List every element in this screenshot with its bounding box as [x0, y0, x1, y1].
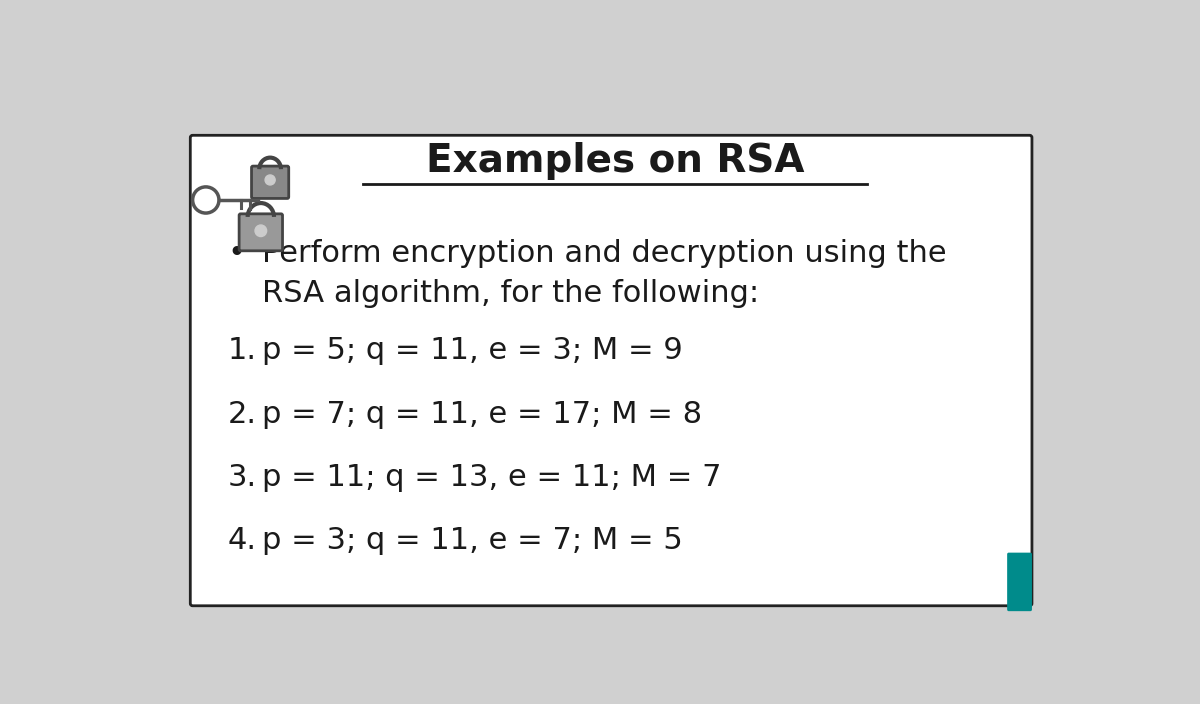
- FancyBboxPatch shape: [239, 214, 282, 251]
- Text: Examples on RSA: Examples on RSA: [426, 142, 804, 180]
- Circle shape: [265, 175, 275, 185]
- Text: 2.: 2.: [228, 400, 257, 429]
- FancyBboxPatch shape: [1007, 553, 1032, 611]
- Text: RSA algorithm, for the following:: RSA algorithm, for the following:: [263, 279, 760, 308]
- FancyBboxPatch shape: [191, 135, 1032, 605]
- Text: •: •: [228, 239, 246, 268]
- Text: 1.: 1.: [228, 337, 257, 365]
- Text: Perform encryption and decryption using the: Perform encryption and decryption using …: [263, 239, 947, 268]
- Text: 4.: 4.: [228, 526, 257, 555]
- FancyBboxPatch shape: [252, 166, 289, 199]
- Text: p = 11; q = 13, e = 11; M = 7: p = 11; q = 13, e = 11; M = 7: [263, 463, 722, 491]
- Text: p = 5; q = 11, e = 3; M = 9: p = 5; q = 11, e = 3; M = 9: [263, 337, 683, 365]
- Circle shape: [256, 225, 266, 237]
- Text: 3.: 3.: [228, 463, 257, 491]
- Text: p = 3; q = 11, e = 7; M = 5: p = 3; q = 11, e = 7; M = 5: [263, 526, 683, 555]
- Text: p = 7; q = 11, e = 17; M = 8: p = 7; q = 11, e = 17; M = 8: [263, 400, 702, 429]
